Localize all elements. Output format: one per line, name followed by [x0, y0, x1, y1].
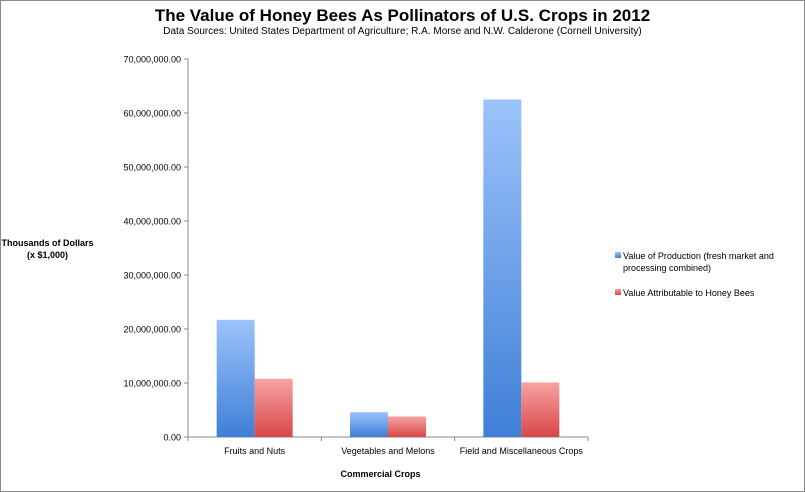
- legend: Value of Production (fresh market and pr…: [615, 250, 800, 299]
- y-tick-label: 60,000,000.00: [123, 109, 181, 119]
- legend-label-honey-bees: Value Attributable to Honey Bees: [623, 288, 755, 298]
- y-axis-label-line-2: (x $1,000): [26, 250, 69, 260]
- y-tick-label: 20,000,000.00: [123, 325, 181, 335]
- legend-swatch-honey-bees: [615, 289, 621, 295]
- bar: [216, 319, 255, 437]
- legend-item-production: Value of Production (fresh market and pr…: [615, 250, 800, 274]
- y-tick-label: 0.00: [163, 433, 181, 443]
- x-tick-label: Field and Miscellaneous Crops: [460, 446, 584, 456]
- y-axis-label: Thousands of Dollars (x $1,000): [0, 237, 95, 261]
- y-tick-label: 50,000,000.00: [123, 163, 181, 173]
- x-tick-label: Fruits and Nuts: [224, 446, 286, 456]
- bars: [216, 99, 560, 437]
- x-axis-label-wrapper: Commercial Crops: [0, 469, 805, 479]
- y-tick-label: 10,000,000.00: [123, 379, 181, 389]
- y-tick-label: 40,000,000.00: [123, 217, 181, 227]
- bar: [388, 416, 426, 437]
- chart-title: The Value of Honey Bees As Pollinators o…: [154, 6, 651, 25]
- legend-swatch-production: [615, 252, 621, 258]
- y-tick-label: 70,000,000.00: [123, 55, 181, 65]
- y-axis-label-line-1: Thousands of Dollars: [1, 238, 94, 248]
- legend-item-honey-bees: Value Attributable to Honey Bees: [615, 287, 800, 299]
- bar: [254, 378, 293, 437]
- bar: [350, 412, 388, 437]
- legend-label-production: Value of Production (fresh market and pr…: [623, 251, 774, 273]
- x-axis-label: Commercial Crops: [340, 469, 421, 479]
- bar: [483, 99, 522, 437]
- bar: [521, 382, 560, 437]
- y-tick-label: 30,000,000.00: [123, 271, 181, 281]
- tick-labels: 0.00 10,000,000.00 20,000,000.00 30,000,000…: [123, 55, 583, 457]
- x-tick-label: Vegetables and Melons: [341, 446, 435, 456]
- chart-subtitle: Data Sources: United States Department o…: [163, 26, 642, 37]
